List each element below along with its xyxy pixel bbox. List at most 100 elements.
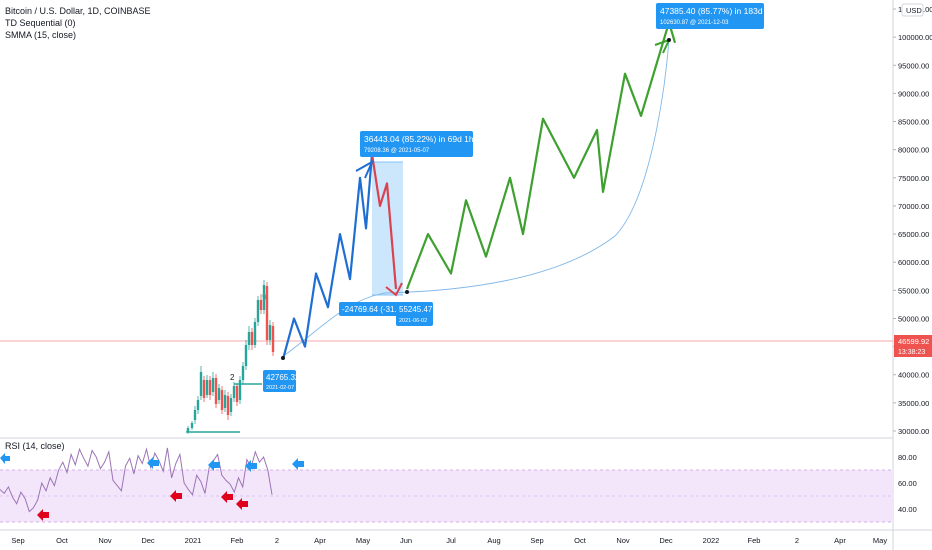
candle-body xyxy=(235,386,239,402)
svg-text:USD: USD xyxy=(906,6,922,15)
candle-body xyxy=(208,380,212,395)
label-top: 47385.40 (85.77%) in 183d 23h 102630.87 … xyxy=(656,3,779,29)
rsi-legend[interactable]: RSI (14, close) xyxy=(5,441,65,451)
candle-body xyxy=(271,326,275,352)
svg-text:13:38:23: 13:38:23 xyxy=(898,349,925,356)
blue-arrow-icon xyxy=(147,457,159,469)
td-label: 2 xyxy=(230,373,235,382)
candle-body xyxy=(259,300,263,310)
candle-body xyxy=(268,325,272,340)
rsi-tick-label: 40.00 xyxy=(898,505,917,514)
projection-blue xyxy=(281,154,374,360)
time-tick-label: Sep xyxy=(530,536,543,545)
candle-body xyxy=(229,398,233,412)
rsi-line xyxy=(0,447,273,513)
price-tick-label: 40000.00 xyxy=(898,371,929,380)
svg-text:2021-06-02: 2021-06-02 xyxy=(399,318,427,324)
time-tick-label: Dec xyxy=(659,536,673,545)
svg-text:42765.32: 42765.32 xyxy=(266,373,300,382)
svg-text:102630.87 @ 2021-12-03: 102630.87 @ 2021-12-03 xyxy=(660,20,729,26)
candle-body xyxy=(214,378,218,404)
time-tick-label: 2 xyxy=(795,536,799,545)
candle-body xyxy=(226,396,230,415)
projection-green xyxy=(405,21,677,290)
time-tick-label: Feb xyxy=(748,536,761,545)
red-arrow-icon xyxy=(37,509,49,521)
price-tick-label: 80000.00 xyxy=(898,146,929,155)
time-tick-label: Apr xyxy=(314,536,326,545)
candle-body xyxy=(193,410,197,420)
candle-body xyxy=(253,322,257,345)
candle-body xyxy=(223,395,227,408)
label-low: 42765.32 2021-02-07 xyxy=(263,370,300,392)
candle-body xyxy=(262,285,266,310)
chart-legend: Bitcoin / U.S. Dollar, 1D, COINBASE TD S… xyxy=(5,5,151,41)
blue-arrow-icon xyxy=(245,460,257,472)
smma-legend[interactable]: SMMA (15, close) xyxy=(5,30,77,40)
blue-arrow-icon xyxy=(208,459,220,471)
price-tick-label: 55000.00 xyxy=(898,286,929,295)
candle-body xyxy=(232,386,236,398)
time-tick-label: May xyxy=(356,536,370,545)
candle-body xyxy=(247,332,251,345)
candle-body xyxy=(250,332,254,345)
red-arrow-icon xyxy=(236,498,248,510)
time-tick-label: Apr xyxy=(834,536,846,545)
symbol-title[interactable]: Bitcoin / U.S. Dollar, 1D, COINBASE xyxy=(5,6,151,16)
candles-group xyxy=(186,280,275,434)
time-tick-label: 2021 xyxy=(185,536,202,545)
label-drop: -24769.64 (-31.01%) 55245.47 2021-06-02 xyxy=(339,302,433,326)
candle-body xyxy=(217,388,221,400)
red-arrow-icon xyxy=(221,491,233,503)
red-arrowhead-icon xyxy=(385,282,403,297)
price-tick-label: 30000.00 xyxy=(898,427,929,436)
blue-arrow-icon xyxy=(0,453,10,464)
price-tick-label: 70000.00 xyxy=(898,202,929,211)
svg-text:36443.04 (85.22%) in 69d 1h: 36443.04 (85.22%) in 69d 1h xyxy=(364,134,474,144)
time-tick-label: Dec xyxy=(141,536,155,545)
top-marker xyxy=(667,38,671,42)
time-tick-label: Aug xyxy=(487,536,500,545)
candle-body xyxy=(202,380,206,398)
time-scale[interactable]: Sep Oct Nov Dec 2021 Feb 2 Apr May Jun Jul Aug Sep Oc… xyxy=(11,536,887,545)
currency-badge[interactable]: USD xyxy=(901,3,924,17)
candle-body xyxy=(186,428,190,432)
time-tick-label: May xyxy=(873,536,887,545)
candle-body xyxy=(196,400,200,410)
svg-text:79208.36 @ 2021-05-07: 79208.36 @ 2021-05-07 xyxy=(364,148,430,154)
projection-red xyxy=(370,153,398,290)
candle-body xyxy=(205,380,209,395)
drop-marker xyxy=(405,290,409,294)
price-tick-label: 50000.00 xyxy=(898,314,929,323)
td-legend[interactable]: TD Sequential (0) xyxy=(5,18,76,28)
price-tick-label: 85000.00 xyxy=(898,118,929,127)
time-tick-label: 2 xyxy=(275,536,279,545)
rsi-arrow-icons xyxy=(0,453,304,521)
td-label: 9 xyxy=(262,293,267,302)
candle-body xyxy=(244,345,248,366)
time-tick-label: Nov xyxy=(616,536,630,545)
price-tick-label: 65000.00 xyxy=(898,230,929,239)
time-tick-label: Jul xyxy=(446,536,456,545)
candle-body xyxy=(256,300,260,322)
candle-body xyxy=(199,372,203,396)
candle-body xyxy=(190,423,194,428)
current-price-label: 46599.92 13:38:23 xyxy=(894,335,932,357)
price-tick-label: 75000.00 xyxy=(898,174,929,183)
svg-text:46599.92: 46599.92 xyxy=(898,337,929,346)
time-tick-label: Feb xyxy=(231,536,244,545)
time-tick-label: Oct xyxy=(574,536,587,545)
candle-body xyxy=(211,378,215,392)
price-tick-label: 100000.00 xyxy=(898,33,932,42)
rsi-tick-label: 80.00 xyxy=(898,453,917,462)
price-tick-label: 60000.00 xyxy=(898,258,929,267)
price-tick-label: 90000.00 xyxy=(898,89,929,98)
blue-arrow-icon xyxy=(292,458,304,470)
red-arrow-icon xyxy=(170,490,182,502)
label-mid: 36443.04 (85.22%) in 69d 1h 79208.36 @ 2… xyxy=(360,131,474,157)
svg-text:47385.40 (85.77%) in 183d 23h: 47385.40 (85.77%) in 183d 23h xyxy=(660,6,779,16)
candle-body xyxy=(238,380,242,400)
low-marker xyxy=(281,356,285,360)
rsi-scale: 80.00 60.00 40.00 xyxy=(898,453,917,514)
